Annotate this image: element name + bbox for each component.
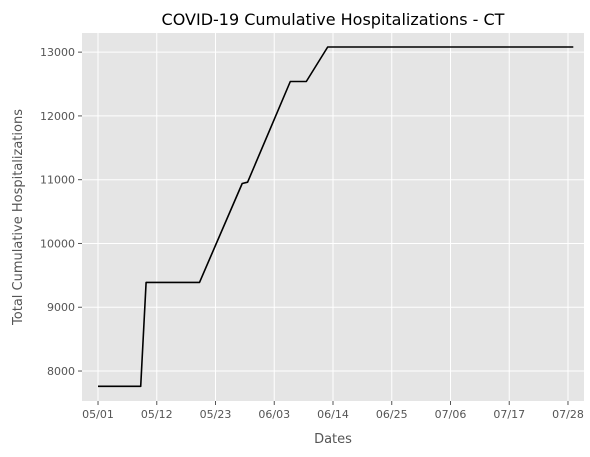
x-tick-label: 06/03	[258, 408, 290, 421]
y-tick-label: 9000	[47, 301, 75, 314]
x-tick-label: 06/25	[376, 408, 408, 421]
x-axis-label: Dates	[314, 432, 352, 447]
x-tick-label: 07/17	[493, 408, 525, 421]
y-tick-label: 12000	[40, 110, 75, 123]
x-tick-label: 07/28	[552, 408, 584, 421]
x-tick-label: 05/01	[82, 408, 114, 421]
x-axis-ticks: 05/01 05/12 05/23 06/03 06/14 06/25 07/06 07/17…	[82, 401, 584, 421]
y-axis-ticks: 8000 9000 10000 11000 12000 13000	[40, 46, 82, 378]
x-tick-label: 06/14	[317, 408, 349, 421]
y-tick-label: 11000	[40, 174, 75, 187]
chart-title: COVID-19 Cumulative Hospitalizations - C…	[162, 10, 505, 29]
x-tick-label: 05/12	[141, 408, 173, 421]
y-axis-label: Total Cumulative Hospitalizations	[11, 109, 26, 326]
y-tick-label: 10000	[40, 237, 75, 250]
x-tick-label: 07/06	[435, 408, 467, 421]
y-tick-label: 13000	[40, 46, 75, 59]
series-layer	[98, 46, 574, 388]
y-tick-label: 8000	[47, 365, 75, 378]
gridlines	[82, 33, 584, 401]
series-line	[98, 46, 574, 388]
x-tick-label: 05/23	[200, 408, 232, 421]
